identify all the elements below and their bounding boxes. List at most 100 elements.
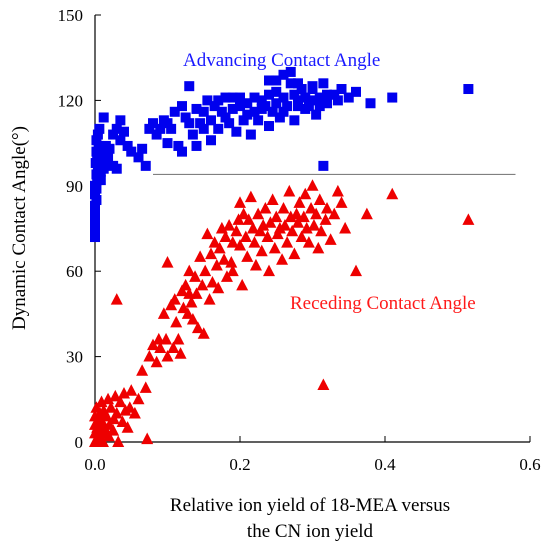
advancing-data-point <box>92 129 103 140</box>
receding-data-point <box>161 350 174 362</box>
advancing-data-point <box>264 75 274 86</box>
advancing-data-point <box>274 112 285 123</box>
advancing-data-point <box>177 146 187 157</box>
advancing-data-point <box>296 84 307 95</box>
receding-data-point <box>288 247 301 260</box>
receding-data-point <box>197 327 210 339</box>
receding-data-point <box>218 253 231 265</box>
advancing-data-point <box>198 106 209 117</box>
advancing-data-point <box>332 95 343 106</box>
advancing-data-point <box>267 106 278 117</box>
receding-data-point <box>160 332 173 345</box>
advancing-data-point <box>103 152 114 163</box>
receding-data-point <box>241 250 254 262</box>
receding-data-point <box>350 264 362 277</box>
advancing-data-point <box>249 106 260 117</box>
advancing-data-point <box>216 106 227 117</box>
receding-data-point <box>128 406 141 419</box>
receding-data-point <box>141 432 154 445</box>
advancing-data-point <box>285 78 296 89</box>
advancing-data-point <box>238 115 249 126</box>
receding-data-point <box>112 435 125 447</box>
advancing-data-point <box>387 92 398 103</box>
y-axis-label: Dynamic Contact Angle(°) <box>9 126 30 330</box>
receding-data-point <box>249 258 262 271</box>
receding-data-point <box>281 236 294 248</box>
receding-data-point <box>179 278 192 291</box>
receding-data-point <box>157 307 170 319</box>
receding-data-point <box>183 264 196 277</box>
advancing-data-point <box>235 92 245 103</box>
receding-data-point <box>181 307 194 319</box>
receding-data-point <box>277 201 290 214</box>
advancing-data-point <box>195 118 206 129</box>
advancing-data-point <box>209 101 220 112</box>
receding-data-point <box>189 270 202 282</box>
advancing-data-point <box>256 95 267 106</box>
advancing-data-point <box>91 195 102 206</box>
receding-data-point <box>234 196 246 208</box>
x-tick-label: 0.2 <box>229 455 250 474</box>
advancing-data-point <box>95 155 106 166</box>
advancing-data-point <box>322 89 332 100</box>
y-tick-label: 30 <box>66 348 83 367</box>
advancing-data-point <box>151 129 162 140</box>
y-tick-label: 0 <box>75 433 84 452</box>
receding-data-point <box>259 201 272 214</box>
receding-data-point <box>161 256 174 268</box>
advancing-data-point <box>90 209 100 220</box>
advancing-data-point <box>249 92 260 103</box>
advancing-data-point <box>235 101 245 112</box>
advancing-data-point <box>104 143 115 154</box>
receding-data-point <box>237 207 250 220</box>
advancing-data-point <box>220 92 231 103</box>
advancing-data-point <box>253 115 264 126</box>
advancing-data-point <box>293 101 303 112</box>
advancing-data-point <box>148 118 158 129</box>
receding-data-point <box>186 312 199 325</box>
advancing-data-point <box>169 106 180 117</box>
receding-data-point <box>203 293 216 305</box>
y-tick-label: 90 <box>66 177 83 196</box>
advancing-data-point <box>264 89 274 100</box>
receding-data-point <box>116 415 129 428</box>
advancing-data-point <box>285 66 296 77</box>
receding-data-point <box>150 355 163 368</box>
advancing-data-point <box>245 129 256 140</box>
receding-data-point <box>154 341 167 354</box>
receding-data-point <box>255 244 268 257</box>
advancing-data-point <box>184 118 195 129</box>
receding-data-point <box>360 207 373 220</box>
advancing-data-point <box>231 126 242 137</box>
receding-data-point <box>196 278 209 291</box>
receding-data-point <box>335 196 348 208</box>
receding-data-point <box>114 395 127 408</box>
advancing-data-point <box>278 69 289 80</box>
y-tick-label: 150 <box>58 6 84 25</box>
advancing-data-point <box>343 92 354 103</box>
advancing-data-point <box>191 140 202 151</box>
receding-data-point <box>319 213 332 225</box>
advancing-data-point <box>122 140 133 151</box>
advancing-data-point <box>90 214 100 225</box>
receding-data-point <box>172 332 185 345</box>
advancing-data-point <box>329 89 340 100</box>
receding-data-point <box>268 241 281 254</box>
advancing-data-point <box>303 101 314 112</box>
advancing-data-point <box>187 129 198 140</box>
advancing-data-point <box>278 92 289 103</box>
advancing-data-point <box>271 75 282 86</box>
receding-data-point <box>261 230 274 242</box>
receding-data-point <box>100 409 113 422</box>
receding-data-point <box>174 347 187 359</box>
advancing-data-point <box>206 135 216 146</box>
annotation-advancing-contact-angle: Advancing Contact Angle <box>183 50 380 71</box>
receding-data-point <box>331 184 344 197</box>
advancing-data-point <box>111 163 122 174</box>
advancing-data-point <box>95 175 106 186</box>
receding-data-point <box>212 281 225 294</box>
receding-data-point <box>139 381 152 393</box>
advancing-data-point <box>93 140 104 151</box>
receding-data-point <box>213 241 226 254</box>
advancing-data-point <box>90 180 100 191</box>
